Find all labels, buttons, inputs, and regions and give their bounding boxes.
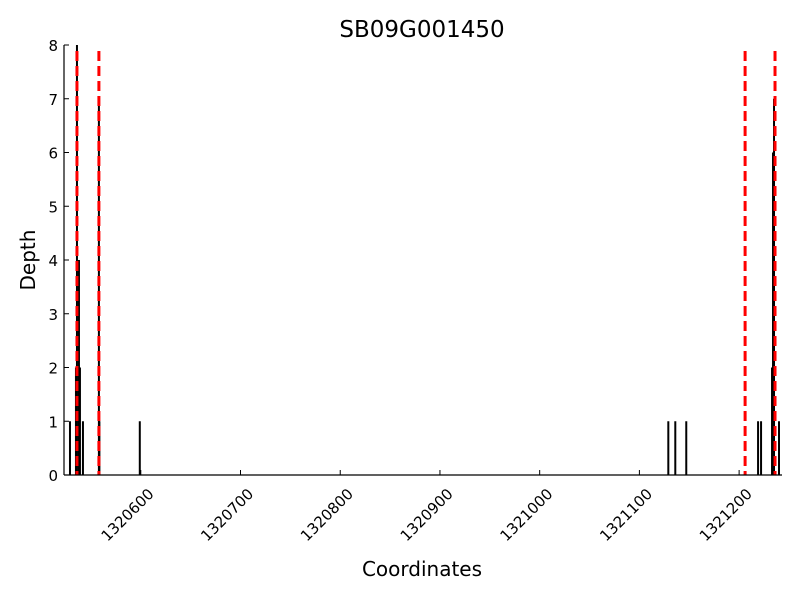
- depth-bars: [68, 45, 781, 475]
- x-tick-label: 1321200: [696, 485, 756, 545]
- x-tick-label: 1320800: [297, 485, 357, 545]
- y-tick-label: 0: [48, 467, 58, 485]
- y-tick-label: 5: [48, 198, 58, 216]
- y-tick-label: 1: [48, 413, 58, 431]
- y-tick-label: 2: [48, 360, 58, 378]
- chart-title: SB09G001450: [339, 17, 504, 43]
- x-tick-label: 1320700: [197, 485, 257, 545]
- y-tick-label: 8: [48, 37, 58, 55]
- x-axis-label: Coordinates: [362, 557, 482, 581]
- y-axis-label: Depth: [16, 230, 40, 291]
- x-tick-label: 1320600: [98, 485, 158, 545]
- x-ticks: 1320600 1320700 1320800 1320900 1321000 13211…: [98, 470, 756, 545]
- x-tick-label: 1321100: [596, 485, 656, 545]
- x-tick-label: 1321000: [496, 485, 556, 545]
- y-tick-label: 4: [48, 252, 58, 270]
- axes: [63, 45, 782, 476]
- y-tick-label: 7: [48, 91, 58, 109]
- x-tick-label: 1320900: [397, 485, 457, 545]
- y-tick-label: 3: [48, 306, 58, 324]
- reference-lines: [75, 51, 777, 475]
- y-ticks: 0 1 2 3 4 5 6 7 8: [48, 37, 69, 485]
- y-tick-label: 6: [48, 145, 58, 163]
